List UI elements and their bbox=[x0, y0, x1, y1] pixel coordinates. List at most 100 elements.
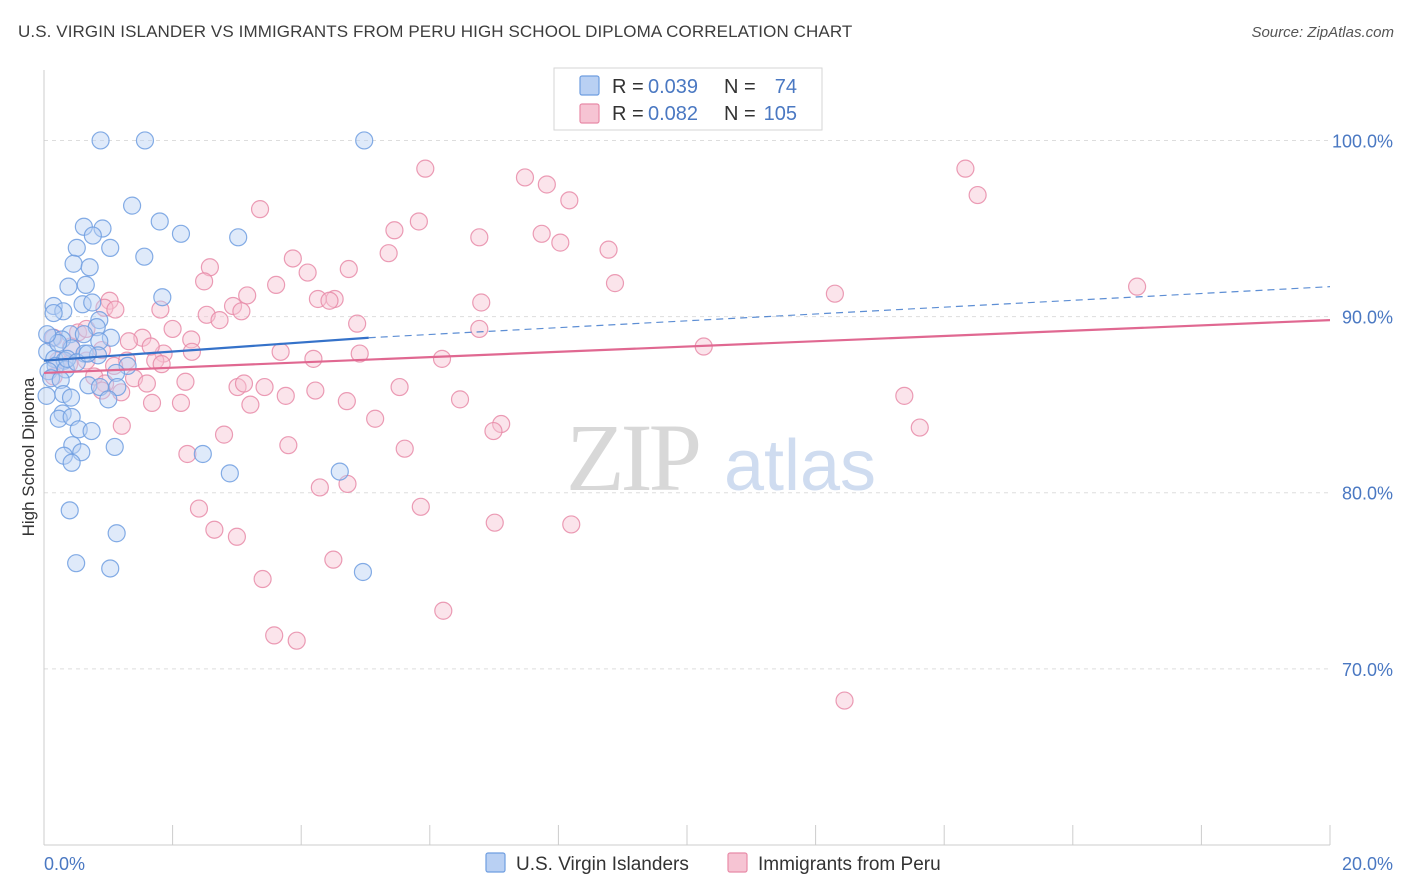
bottom-legend-swatch-series1 bbox=[485, 852, 506, 873]
data-point-virgin-islanders bbox=[80, 258, 99, 277]
data-point-virgin-islanders bbox=[37, 386, 56, 405]
stats-legend: R = 0.039 N = 74 R = 0.082 N = 105 bbox=[553, 67, 823, 131]
data-point-virgin-islanders bbox=[135, 131, 155, 150]
data-point-peru bbox=[605, 274, 625, 293]
trend-line-peru bbox=[43, 319, 1331, 375]
data-point-peru bbox=[379, 244, 398, 263]
data-point-virgin-islanders bbox=[83, 293, 102, 312]
data-point-peru bbox=[189, 499, 209, 518]
data-point-virgin-islanders bbox=[79, 376, 98, 395]
data-point-peru bbox=[450, 390, 470, 409]
watermark-zip: ZIP bbox=[566, 404, 699, 511]
data-point-peru bbox=[238, 286, 257, 305]
data-point-virgin-islanders bbox=[135, 247, 154, 266]
data-point-peru bbox=[551, 233, 570, 252]
legend-r-value-1: 0.039 bbox=[648, 76, 698, 98]
data-point-peru bbox=[470, 228, 489, 247]
data-point-peru bbox=[250, 200, 270, 219]
data-point-peru bbox=[304, 349, 323, 368]
legend-n-value-1: 74 bbox=[775, 76, 797, 98]
data-point-peru bbox=[265, 626, 284, 645]
chart-title: U.S. VIRGIN ISLANDER VS IMMIGRANTS FROM … bbox=[18, 22, 853, 41]
data-point-peru bbox=[267, 275, 286, 294]
data-point-virgin-islanders bbox=[101, 238, 120, 257]
data-point-peru bbox=[176, 372, 195, 391]
data-point-peru bbox=[255, 377, 274, 397]
data-point-virgin-islanders bbox=[90, 311, 109, 330]
gridlines bbox=[44, 139, 1330, 670]
data-point-virgin-islanders bbox=[60, 501, 79, 520]
trend-line-virgin-islanders bbox=[43, 336, 369, 362]
data-point-peru bbox=[112, 416, 131, 435]
data-point-peru bbox=[385, 221, 404, 240]
data-point-peru bbox=[298, 263, 317, 282]
data-point-virgin-islanders bbox=[153, 288, 172, 307]
data-point-virgin-islanders bbox=[64, 254, 83, 273]
watermark: ZIP atlas bbox=[566, 404, 876, 511]
data-point-virgin-islanders bbox=[93, 219, 112, 238]
data-point-virgin-islanders bbox=[353, 562, 373, 582]
data-point-virgin-islanders bbox=[61, 388, 81, 407]
data-point-virgin-islanders bbox=[90, 332, 109, 351]
data-point-peru bbox=[485, 513, 504, 532]
data-point-peru bbox=[253, 569, 272, 589]
data-point-peru bbox=[411, 497, 430, 516]
data-point-virgin-islanders bbox=[193, 444, 212, 464]
data-point-virgin-islanders bbox=[38, 325, 57, 344]
data-point-peru bbox=[1127, 277, 1147, 296]
data-point-peru bbox=[337, 392, 356, 411]
data-point-peru bbox=[85, 367, 104, 386]
data-point-peru bbox=[956, 159, 975, 178]
legend-swatch-series2 bbox=[579, 103, 600, 124]
y-tick-label: 70.0% bbox=[1342, 660, 1393, 680]
data-point-peru bbox=[968, 185, 987, 205]
data-point-peru bbox=[283, 249, 302, 268]
data-point-virgin-islanders bbox=[83, 226, 102, 245]
data-point-peru bbox=[324, 550, 343, 569]
data-point-virgin-islanders bbox=[355, 131, 374, 150]
data-point-peru bbox=[560, 191, 579, 210]
data-point-virgin-islanders bbox=[150, 212, 169, 231]
data-point-peru bbox=[137, 374, 156, 393]
data-point-peru bbox=[537, 175, 556, 194]
data-point-virgin-islanders bbox=[76, 275, 95, 294]
data-point-peru bbox=[210, 311, 229, 330]
legend-swatch-series1 bbox=[579, 75, 600, 96]
bottom-legend-label-series2: Immigrants from Peru bbox=[758, 854, 941, 875]
data-point-peru bbox=[562, 515, 581, 534]
data-point-peru bbox=[152, 355, 171, 374]
data-point-peru bbox=[119, 332, 138, 351]
data-point-peru bbox=[390, 377, 409, 397]
data-point-virgin-islanders bbox=[74, 325, 93, 344]
data-point-virgin-islanders bbox=[220, 464, 239, 483]
data-point-peru bbox=[470, 319, 489, 339]
x-tick-label-min: 0.0% bbox=[44, 854, 85, 874]
data-point-peru bbox=[205, 520, 224, 539]
data-point-virgin-islanders bbox=[101, 559, 120, 578]
x-axis-ticks bbox=[43, 825, 1331, 845]
data-point-virgin-islanders bbox=[54, 446, 74, 465]
data-point-peru bbox=[106, 300, 125, 319]
trend-lines bbox=[43, 286, 1331, 375]
data-point-peru bbox=[432, 349, 452, 368]
data-point-peru bbox=[227, 527, 246, 546]
data-point-peru bbox=[434, 601, 453, 620]
data-point-peru bbox=[484, 421, 503, 441]
data-point-peru bbox=[214, 425, 234, 444]
y-tick-label: 90.0% bbox=[1342, 308, 1393, 328]
data-point-virgin-islanders bbox=[82, 421, 101, 441]
x-tick-label-max: 20.0% bbox=[1342, 854, 1393, 874]
data-point-virgin-islanders bbox=[99, 390, 118, 409]
bottom-legend-label-series1: U.S. Virgin Islanders bbox=[516, 854, 689, 875]
data-point-virgin-islanders bbox=[122, 196, 142, 215]
data-point-virgin-islanders bbox=[44, 296, 63, 316]
data-point-peru bbox=[320, 291, 339, 310]
series-legend: U.S. Virgin Islanders Immigrants from Pe… bbox=[485, 852, 941, 875]
y-tick-label: 100.0% bbox=[1332, 131, 1393, 151]
data-point-peru bbox=[234, 374, 254, 393]
data-point-virgin-islanders bbox=[105, 437, 124, 457]
data-point-peru bbox=[825, 284, 844, 303]
data-point-peru bbox=[142, 393, 162, 412]
y-tick-labels: 70.0% 80.0% 90.0% 100.0% bbox=[1332, 131, 1393, 679]
